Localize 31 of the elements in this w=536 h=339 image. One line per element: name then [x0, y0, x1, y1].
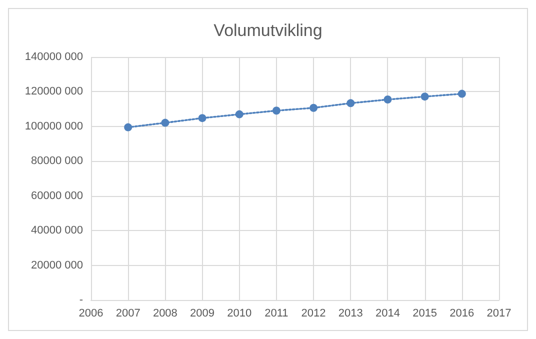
- y-tick-label: 100000 000: [24, 120, 83, 132]
- point: [384, 96, 392, 104]
- x-tick-label: 2016: [450, 308, 474, 320]
- y-tick-label: 40000 000: [31, 224, 83, 237]
- x-tick-label: 2008: [152, 308, 178, 320]
- x-tick-label: 2015: [412, 308, 438, 320]
- x-tick-label: 2006: [78, 308, 104, 320]
- y-tick-label: 140000 000: [24, 51, 83, 63]
- x-tick-label: 2010: [227, 308, 252, 320]
- point: [346, 99, 355, 108]
- x-tick-label: 2009: [190, 308, 215, 320]
- y-tick-label: 60000 000: [31, 190, 83, 202]
- point: [310, 104, 318, 112]
- y-tick-label: -: [79, 294, 84, 306]
- x-tick-label: 2013: [338, 308, 363, 320]
- y-tick-label: 20000 000: [31, 259, 83, 272]
- x-tick-label: 2012: [301, 308, 326, 320]
- x-tick-label: 2007: [116, 308, 140, 320]
- chart-title: Volumutvikling: [214, 21, 322, 40]
- x-tick-label: 2017: [486, 308, 512, 320]
- point: [161, 118, 170, 127]
- point: [124, 123, 132, 132]
- point: [272, 106, 280, 115]
- x-tick-label: 2014: [375, 308, 400, 320]
- x-tick-label: 2011: [264, 308, 288, 320]
- point: [235, 110, 244, 118]
- y-tick-label: 120000 000: [24, 86, 83, 98]
- y-tick-label: 80000 000: [31, 155, 83, 168]
- point: [458, 90, 466, 98]
- point: [198, 114, 206, 122]
- point: [420, 92, 429, 101]
